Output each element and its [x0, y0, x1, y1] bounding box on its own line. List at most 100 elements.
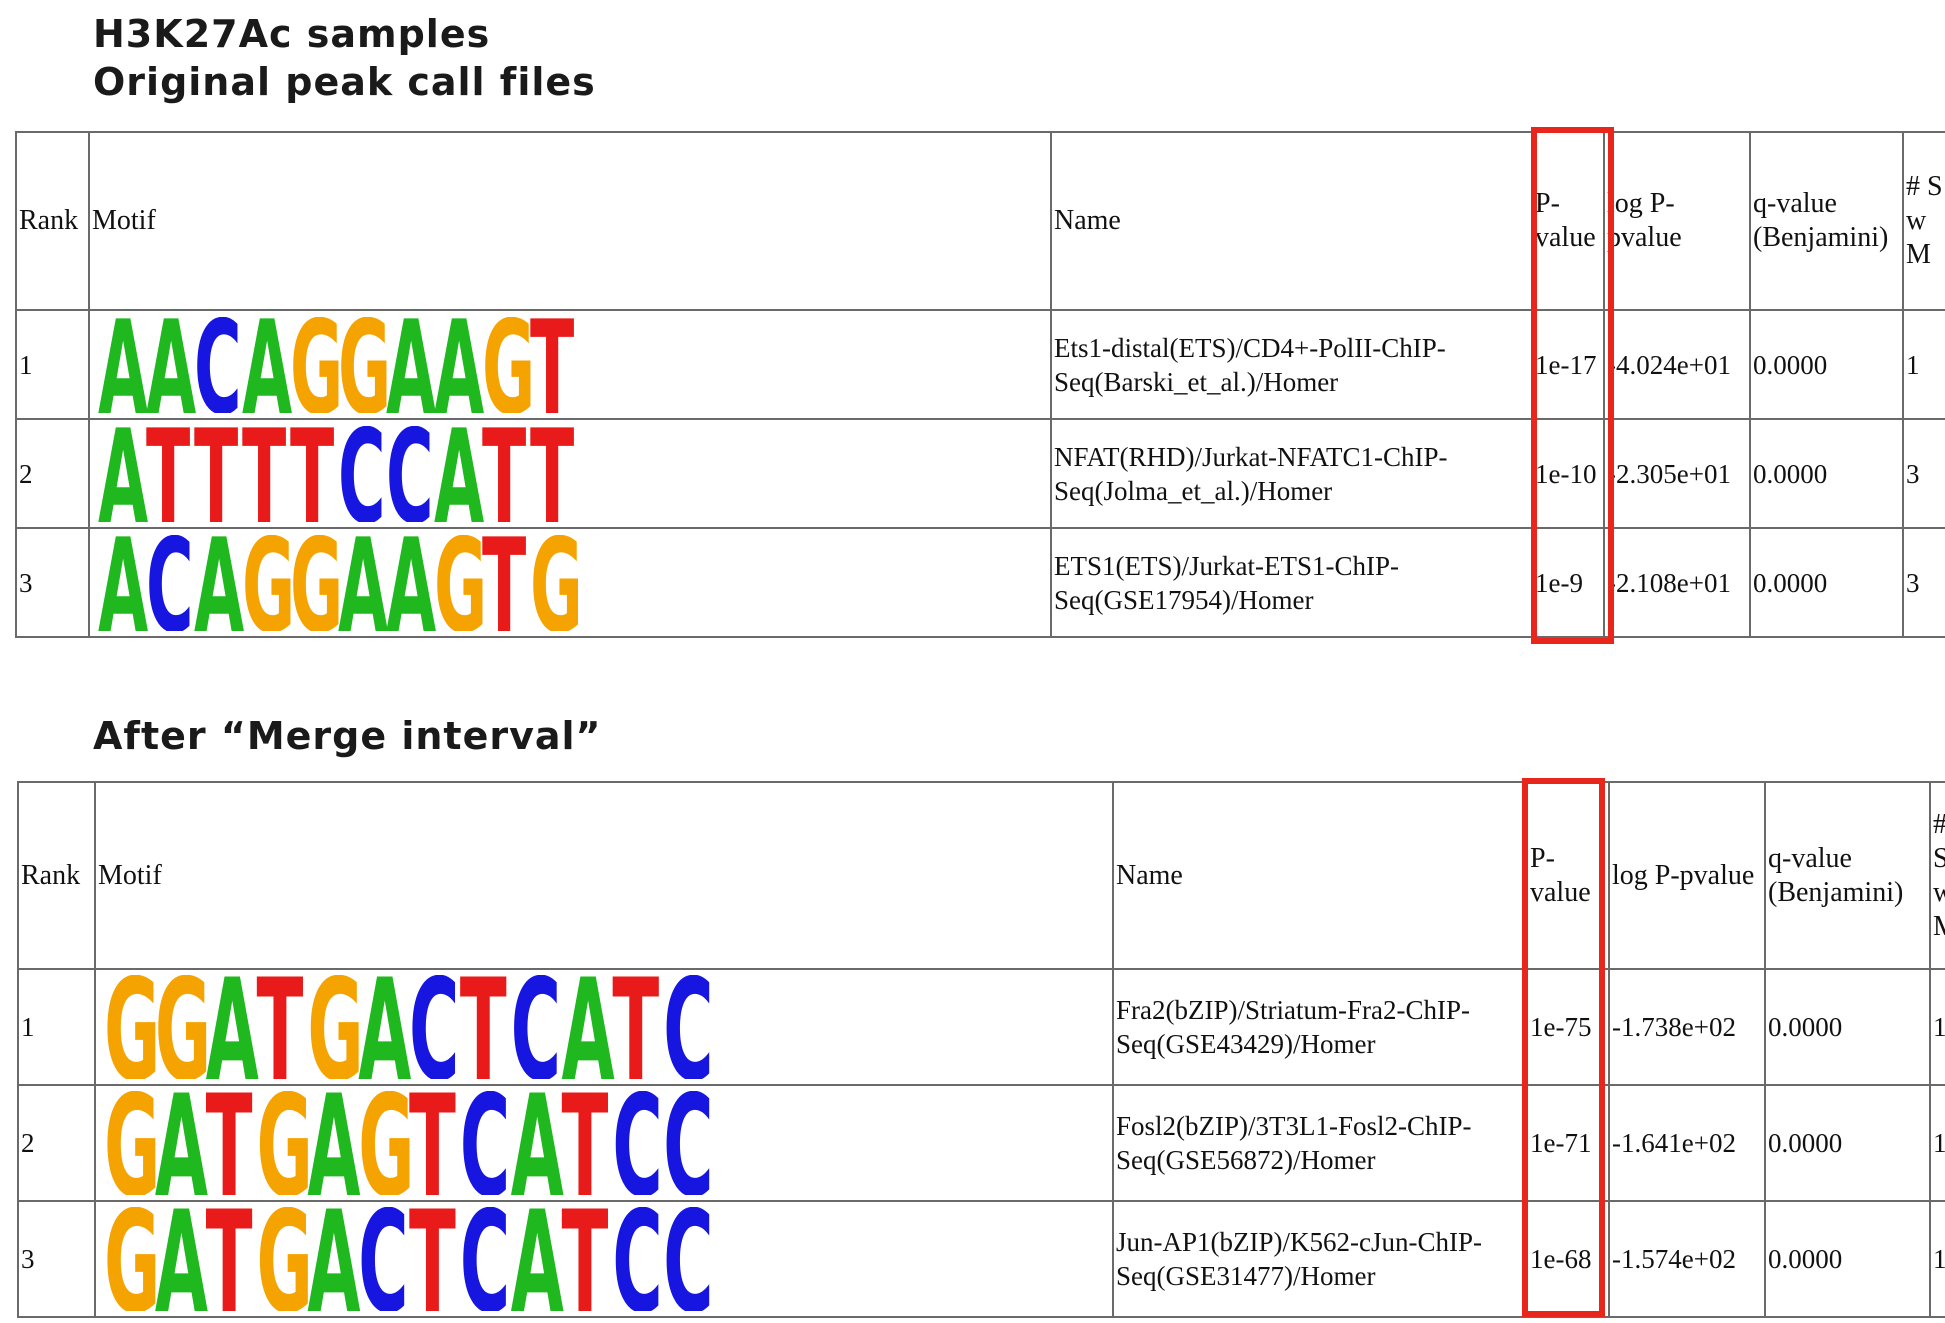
qvalue-cell: 0.0000	[1749, 418, 1904, 529]
rank-cell: 1	[15, 309, 90, 420]
motif-name-cell[interactable]: Fra2(bZIP)/Striatum-Fra2-ChIP-Seq(GSE434…	[1112, 968, 1528, 1086]
logo-letter-A: A	[242, 317, 292, 413]
rank-cell: 2	[17, 1084, 96, 1202]
logo-letter-T: T	[460, 975, 507, 1079]
header-rank[interactable]: Rank	[15, 131, 90, 311]
logo-letter-G: G	[290, 317, 343, 413]
logo-letter-T: T	[409, 1091, 456, 1195]
target-count-cell: 1	[1929, 1084, 1945, 1202]
header-name[interactable]: Name	[1112, 781, 1528, 970]
rank-cell: 3	[17, 1200, 96, 1318]
motif-name-cell[interactable]: Fosl2(bZIP)/3T3L1-Fosl2-ChIP-Seq(GSE5687…	[1112, 1084, 1528, 1202]
logo-letter-T: T	[612, 975, 659, 1079]
logo-letter-G: G	[434, 535, 487, 631]
logo-letter-G: G	[104, 1091, 160, 1195]
logo-letter-T: T	[146, 426, 190, 522]
log-pvalue-cell: -4.024e+01	[1603, 309, 1751, 420]
logo-letter-A: A	[206, 975, 259, 1079]
logo-letter-A: A	[434, 426, 484, 522]
target-count-cell: 3	[1902, 527, 1945, 638]
logo-letter-T: T	[482, 535, 526, 631]
header-target-count[interactable]: # S w M	[1902, 131, 1945, 311]
section-title-merge: After “Merge interval”	[93, 714, 602, 758]
logo-letter-A: A	[98, 426, 148, 522]
logo-letter-A: A	[434, 317, 484, 413]
header-log-pvalue[interactable]: log P-pvalue	[1603, 131, 1751, 311]
logo-letter-A: A	[338, 535, 388, 631]
header-motif[interactable]: Motif	[94, 781, 1114, 970]
logo-letter-T: T	[530, 317, 574, 413]
log-pvalue-cell: -1.574e+02	[1608, 1200, 1766, 1318]
header-motif[interactable]: Motif	[88, 131, 1052, 311]
logo-letter-C: C	[663, 1091, 713, 1195]
logo-letter-G: G	[257, 1207, 313, 1311]
logo-letter-A: A	[307, 1207, 360, 1311]
pvalue-cell: 1e-71	[1526, 1084, 1610, 1202]
logo-letter-G: G	[155, 975, 211, 1079]
logo-letter-A: A	[307, 1091, 360, 1195]
logo-letter-T: T	[194, 426, 238, 522]
pvalue-highlight-box-2	[1522, 778, 1605, 1317]
motif-name-cell[interactable]: Ets1-distal(ETS)/CD4+-PolII-ChIP-Seq(Bar…	[1050, 309, 1533, 420]
logo-letter-G: G	[242, 535, 295, 631]
rank-cell: 3	[15, 527, 90, 638]
logo-letter-C: C	[511, 975, 561, 1079]
logo-letter-A: A	[98, 317, 148, 413]
log-pvalue-cell: -2.305e+01	[1603, 418, 1751, 529]
header-qvalue[interactable]: q-value (Benjamini)	[1749, 131, 1904, 311]
logo-letter-G: G	[104, 1207, 160, 1311]
table-row: 1 G G A T G A C T C A T C Fra2(bZIP)/Striatum-Fra2-Ch…	[17, 968, 1945, 1086]
target-count-cell: 1	[1929, 1200, 1945, 1318]
logo-letter-G: G	[307, 975, 363, 1079]
log-pvalue-cell: -2.108e+01	[1603, 527, 1751, 638]
logo-letter-T: T	[290, 426, 334, 522]
logo-letter-T: T	[206, 1091, 253, 1195]
logo-letter-G: G	[358, 1091, 414, 1195]
logo-letter-A: A	[386, 535, 436, 631]
logo-letter-A: A	[358, 975, 411, 1079]
rank-cell: 1	[17, 968, 96, 1086]
logo-letter-C: C	[612, 1207, 662, 1311]
target-count-cell: 3	[1902, 418, 1945, 529]
sequence-logo: AT T T T C C AT T	[98, 426, 574, 522]
pvalue-cell: 1e-75	[1526, 968, 1610, 1086]
logo-letter-C: C	[146, 535, 194, 631]
header-target-count[interactable]: # S w M	[1929, 781, 1945, 970]
table-row: 2 G A T G A G T C A T C C Fosl2(bZIP)/3T3L1-Fosl2-ChI…	[17, 1084, 1945, 1202]
motif-name-cell[interactable]: NFAT(RHD)/Jurkat-NFATC1-ChIP-Seq(Jolma_e…	[1050, 418, 1533, 529]
motif-name-cell[interactable]: ETS1(ETS)/Jurkat-ETS1-ChIP-Seq(GSE17954)…	[1050, 527, 1533, 638]
header-pvalue[interactable]: P-value	[1531, 131, 1605, 311]
logo-letter-C: C	[194, 317, 242, 413]
header-name[interactable]: Name	[1050, 131, 1533, 311]
logo-letter-T: T	[530, 426, 574, 522]
motif-name-cell[interactable]: Jun-AP1(bZIP)/K562-cJun-ChIP-Seq(GSE3147…	[1112, 1200, 1528, 1318]
logo-letter-T: T	[206, 1207, 253, 1311]
logo-letter-C: C	[663, 975, 713, 1079]
logo-letter-A: A	[511, 1091, 564, 1195]
header-log-pvalue[interactable]: log P-pvalue	[1608, 781, 1766, 970]
header-rank[interactable]: Rank	[17, 781, 96, 970]
logo-letter-T: T	[242, 426, 286, 522]
logo-letter-C: C	[338, 426, 386, 522]
logo-letter-T: T	[562, 1091, 609, 1195]
sequence-logo: GAT GAC T C AT C C	[104, 1207, 714, 1311]
logo-letter-A: A	[155, 1091, 208, 1195]
table-row: 2 A T T T T C C A T T NFAT(RHD)/Jurkat-NFATC1-ChIP-…	[15, 418, 1945, 529]
pvalue-highlight-box-1	[1531, 127, 1614, 644]
log-pvalue-cell: -1.738e+02	[1608, 968, 1766, 1086]
logo-letter-G: G	[338, 317, 391, 413]
rank-cell: 2	[15, 418, 90, 529]
log-pvalue-cell: -1.641e+02	[1608, 1084, 1766, 1202]
logo-letter-C: C	[358, 1207, 408, 1311]
header-qvalue[interactable]: q-value (Benjamini)	[1764, 781, 1931, 970]
table-row: 3 A C A G G A A G T G ETS1(ETS)/Jurkat-ETS1-ChIP-Se…	[15, 527, 1945, 638]
header-pvalue[interactable]: P-value	[1526, 781, 1610, 970]
